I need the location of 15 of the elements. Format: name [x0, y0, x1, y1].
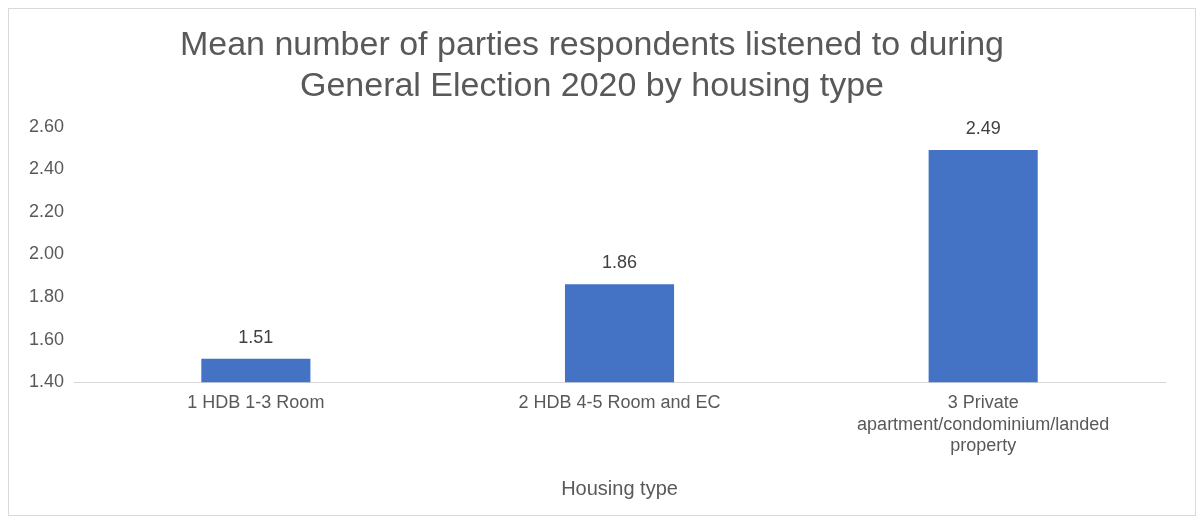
y-tick-label: 2.20: [28, 200, 65, 221]
chart-title: Mean number of parties respondents listened to during General Election 2020 by housing type: [179, 23, 1005, 103]
x-tick-label: 3 Private apartment/condominium/landed property: [857, 391, 1110, 456]
data-label: 1.51: [238, 326, 274, 347]
y-tick-label: 2.60: [28, 115, 65, 136]
x-tick-label: 2 HDB 4-5 Room and EC: [518, 391, 721, 412]
y-tick-label: 1.60: [28, 328, 65, 349]
data-label: 1.86: [601, 252, 638, 273]
x-tick-label: 1 HDB 1-3 Room: [187, 391, 325, 412]
y-tick-label: 2.00: [28, 243, 65, 264]
y-tick-label: 1.80: [28, 285, 65, 306]
y-tick-label: 1.40: [28, 371, 65, 392]
x-axis-title: Housing type: [561, 476, 678, 499]
data-label: 2.49: [965, 118, 1001, 138]
y-tick-label: 2.40: [28, 158, 65, 179]
